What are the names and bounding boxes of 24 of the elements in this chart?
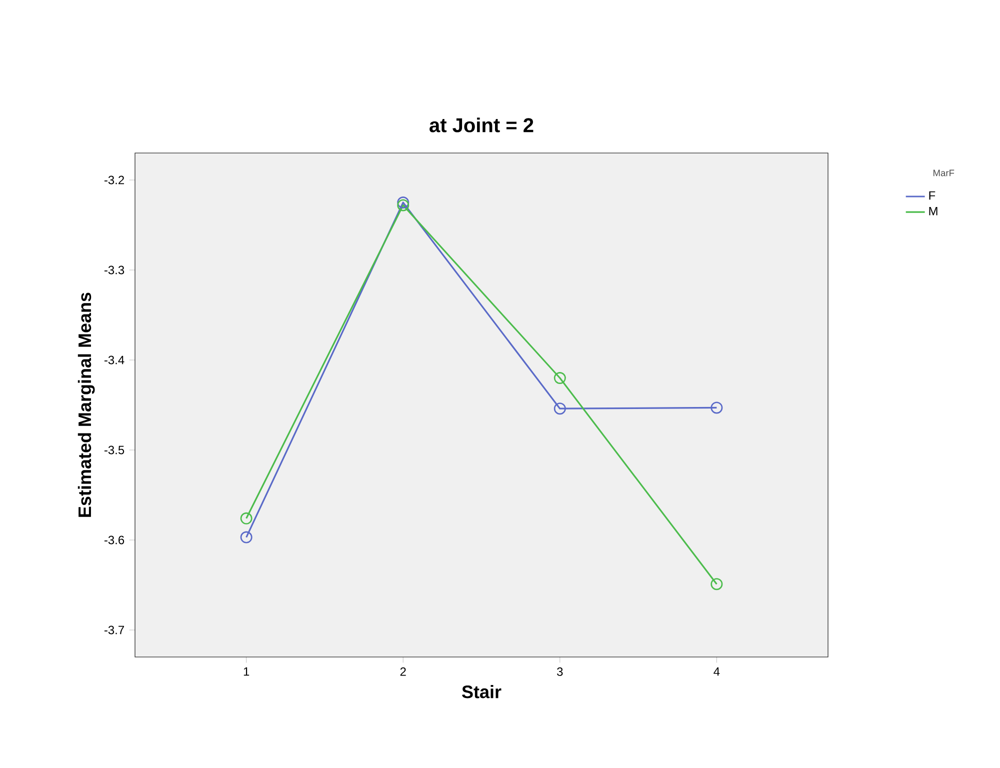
y-tick-label: -3.7 <box>104 626 124 634</box>
point <box>240 512 252 524</box>
y-tick-label: -3.2 <box>104 176 124 184</box>
x-axis-title: Stair <box>462 685 502 698</box>
x-tick-label: 4 <box>714 667 720 676</box>
point <box>397 199 410 212</box>
y-tick-label: -3.5 <box>104 446 124 454</box>
legend-label: F <box>929 191 936 200</box>
x-tick-label: 2 <box>400 667 406 676</box>
y-tick-label: -3.6 <box>104 536 124 544</box>
y-axis-title: Estimated Marginal Means <box>78 292 95 517</box>
point <box>397 196 410 209</box>
point <box>710 578 723 590</box>
point <box>554 372 566 384</box>
legend-label: M <box>929 206 938 216</box>
y-tick-label: -3.3 <box>104 266 124 274</box>
point <box>710 402 723 414</box>
y-tick-label: -3.4 <box>104 356 124 364</box>
x-tick-label: 1 <box>244 667 250 676</box>
point <box>554 402 566 415</box>
legend-title: MarF <box>933 170 954 176</box>
point <box>240 531 252 544</box>
x-tick-label: 3 <box>557 667 563 676</box>
chart-title: at Joint = 2 <box>430 118 534 132</box>
